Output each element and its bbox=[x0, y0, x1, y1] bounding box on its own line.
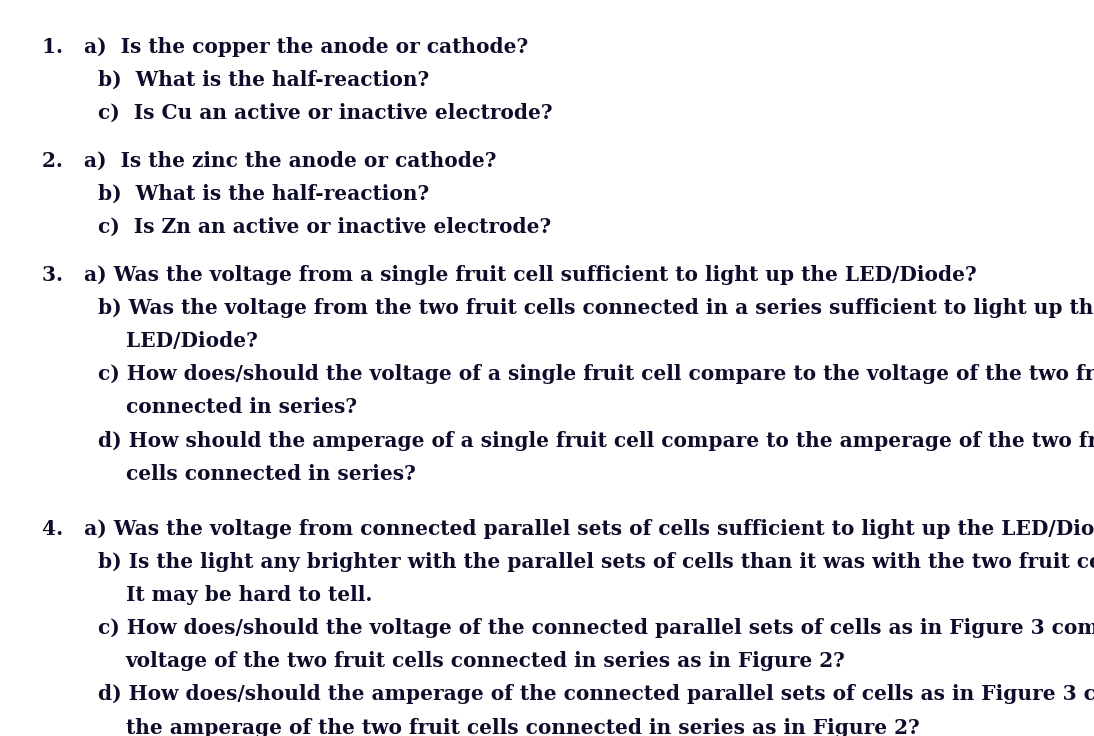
Text: LED/Diode?: LED/Diode? bbox=[126, 331, 257, 351]
Text: voltage of the two fruit cells connected in series as in Figure 2?: voltage of the two fruit cells connected… bbox=[126, 651, 846, 671]
Text: It may be hard to tell.: It may be hard to tell. bbox=[126, 585, 372, 605]
Text: the amperage of the two fruit cells connected in series as in Figure 2?: the amperage of the two fruit cells conn… bbox=[126, 718, 919, 736]
Text: d) How should the amperage of a single fruit cell compare to the amperage of the: d) How should the amperage of a single f… bbox=[98, 431, 1094, 450]
Text: b)  What is the half-reaction?: b) What is the half-reaction? bbox=[98, 70, 430, 90]
Text: c)  Is Cu an active or inactive electrode?: c) Is Cu an active or inactive electrode… bbox=[98, 103, 552, 123]
Text: b) Was the voltage from the two fruit cells connected in a series sufficient to : b) Was the voltage from the two fruit ce… bbox=[98, 298, 1094, 318]
Text: connected in series?: connected in series? bbox=[126, 397, 357, 417]
Text: c) How does/should the voltage of the connected parallel sets of cells as in Fig: c) How does/should the voltage of the co… bbox=[98, 618, 1094, 638]
Text: d) How does/should the amperage of the connected parallel sets of cells as in Fi: d) How does/should the amperage of the c… bbox=[98, 684, 1094, 704]
Text: c)  Is Zn an active or inactive electrode?: c) Is Zn an active or inactive electrode… bbox=[98, 217, 551, 237]
Text: b) Is the light any brighter with the parallel sets of cells than it was with th: b) Is the light any brighter with the pa… bbox=[98, 552, 1094, 572]
Text: 4.   a) Was the voltage from connected parallel sets of cells sufficient to ligh: 4. a) Was the voltage from connected par… bbox=[42, 519, 1094, 539]
Text: 1.   a)  Is the copper the anode or cathode?: 1. a) Is the copper the anode or cathode… bbox=[42, 37, 527, 57]
Text: cells connected in series?: cells connected in series? bbox=[126, 464, 416, 484]
Text: c) How does/should the voltage of a single fruit cell compare to the voltage of : c) How does/should the voltage of a sing… bbox=[98, 364, 1094, 384]
Text: 3.   a) Was the voltage from a single fruit cell sufficient to light up the LED/: 3. a) Was the voltage from a single frui… bbox=[42, 265, 976, 285]
Text: 2.   a)  Is the zinc the anode or cathode?: 2. a) Is the zinc the anode or cathode? bbox=[42, 151, 496, 171]
Text: b)  What is the half-reaction?: b) What is the half-reaction? bbox=[98, 184, 430, 204]
